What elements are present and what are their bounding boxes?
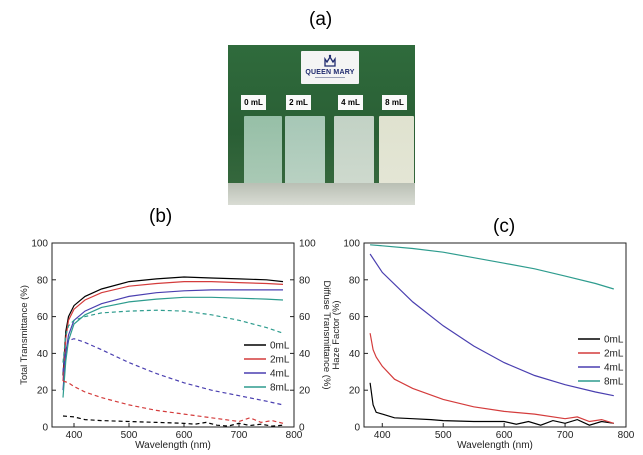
sample-tag-4: 4 mL: [338, 95, 363, 110]
chart-b-x-axis-label: Wavelength (nm): [135, 440, 211, 451]
chart-c-series-4mL-line: [369, 253, 614, 397]
chart-b-series-0mL-line: [62, 276, 284, 376]
chart-b-y-tick-label: 60: [37, 312, 49, 323]
chart-b-legend-label-8mL: 8mL: [270, 383, 290, 394]
chart-b-plot-frame: [51, 242, 295, 428]
panel-label-c: (c): [493, 216, 516, 237]
chart-b-y-tick-label: 20: [37, 386, 49, 397]
chart-c-series-2mL-line: [369, 333, 614, 424]
chart-c-y-axis-label: Haze Factor (%): [331, 300, 342, 369]
logo-text: QUEEN MARY: [305, 69, 355, 76]
panel-label-a: (a): [309, 9, 333, 30]
chart-b-x-tick-label: 500: [121, 430, 138, 441]
chart-c-group: 400 500 600 700 800 0 20 40 60 80 100 Wavelength (n…: [331, 239, 635, 452]
chart-c-x-tick-label: 600: [496, 430, 513, 441]
chart-b-y2-axis-label: Diffuse Transmittance (%): [321, 280, 332, 389]
chart-b-legend-label-0mL: 0mL: [270, 341, 290, 352]
chart-c-y-tick-label: 40: [349, 349, 361, 360]
chart-c-legend-label-8mL: 8mL: [604, 377, 624, 388]
chart-c-plot-frame: [363, 242, 627, 428]
panel-label-b: (b): [149, 206, 173, 227]
chart-b-x-tick-label: 700: [231, 430, 248, 441]
chart-c-series-8mL-line: [370, 244, 614, 290]
chart-b-series-4mL-line: [62, 289, 283, 391]
chart-b-y-tick-label: 100: [31, 239, 48, 250]
sample-photo: QUEEN MARY 0 mL 2 mL 4 mL 8 mL: [228, 45, 415, 205]
university-logo: QUEEN MARY: [301, 51, 359, 84]
sample-tag-2: 2 mL: [286, 95, 311, 110]
chart-c-x-tick-label: 500: [435, 430, 452, 441]
chart-b-y2-tick-label: 60: [299, 312, 311, 323]
chart-b-y-tick-label: 40: [37, 349, 49, 360]
chart-b-x-tick-label: 400: [66, 430, 83, 441]
sample-tag-0: 0 mL: [241, 95, 266, 110]
chart-b-series-2mL-diffuse: [62, 380, 284, 424]
logo-subline: [301, 77, 359, 79]
chart-b-series-8mL-line: [62, 296, 284, 398]
sample-tag-8: 8 mL: [382, 95, 407, 110]
chart-b-y2-tick-label: 20: [299, 386, 311, 397]
chart-b-y2-tick-label: 40: [299, 349, 311, 360]
chart-b-legend-label-4mL: 4mL: [270, 369, 290, 380]
chart-b-x-tick-label: 600: [176, 430, 193, 441]
chart-c-y-tick-label: 100: [343, 239, 360, 250]
chart-b-group: 400 500 600 700 800020406080100020406080100D…: [19, 239, 332, 452]
crest-icon: [324, 54, 336, 67]
chart-b-y-tick-label: 80: [37, 275, 49, 286]
chart-c-y-tick-label: 20: [349, 386, 361, 397]
chart-b-y2-tick-label: 100: [299, 239, 316, 250]
chart-c-legend-label-0mL: 0mL: [604, 335, 624, 346]
chart-b-series-0mL-diffuse: [62, 415, 284, 427]
chart-c-x-axis-label: Wavelength (nm): [457, 440, 533, 451]
chart-b-y-axis-label: Total Transmittance (%): [19, 285, 30, 385]
chart-b-series-8mL-diffuse: [62, 309, 284, 363]
chart-b-y2-tick-label: 0: [299, 423, 305, 434]
chart-c-x-tick-label: 800: [618, 430, 635, 441]
chart-b-series-4mL-diffuse: [62, 338, 284, 406]
photo-surface: [228, 183, 415, 205]
chart-b-legend-label-2mL: 2mL: [270, 355, 290, 366]
chart-b-series-2mL-line: [62, 281, 284, 382]
chart-c-y-tick-label: 80: [349, 275, 361, 286]
chart-c-x-tick-label: 700: [557, 430, 574, 441]
chart-b-y2-tick-label: 80: [299, 275, 311, 286]
chart-c-x-tick-label: 400: [374, 430, 391, 441]
chart-b-x-tick-label: 800: [286, 430, 303, 441]
chart-c-y-tick-label: 0: [354, 423, 360, 434]
chart-c-legend-label-4mL: 4mL: [604, 363, 624, 374]
chart-c-y-tick-label: 60: [349, 312, 361, 323]
chart-c-series-0mL-line: [369, 382, 614, 426]
chart-c-legend-label-2mL: 2mL: [604, 349, 624, 360]
chart-b-y-tick-label: 0: [42, 423, 48, 434]
